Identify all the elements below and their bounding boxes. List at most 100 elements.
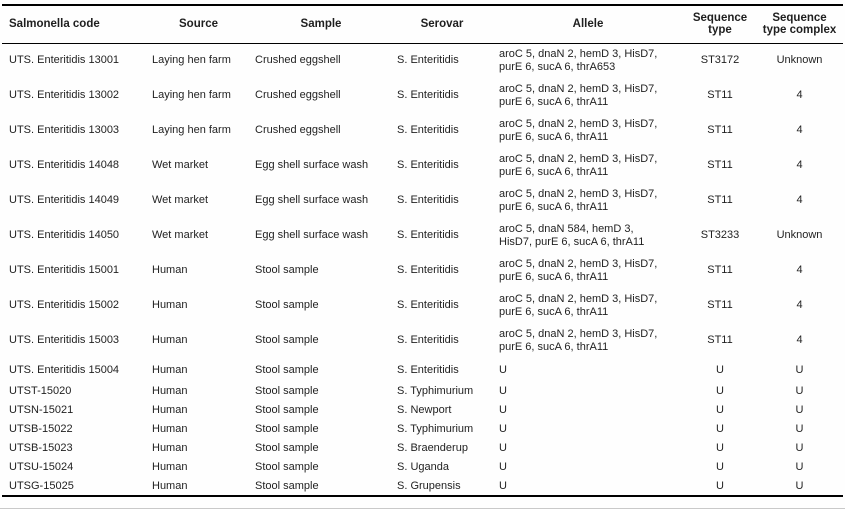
cell-allele: aroC 5, dnaN 2, hemD 3, HisD7, purE 6, s… [499, 257, 658, 283]
cell-salmonella-code: UTS. Enteritidis 15002 [9, 299, 120, 311]
cell-sample: Crushed eggshell [255, 89, 341, 101]
cell-sample: Stool sample [255, 461, 319, 473]
cell-sample: Crushed eggshell [255, 124, 341, 136]
cell-salmonella-code: UTSN-15021 [9, 404, 74, 416]
cell-sample: Stool sample [255, 385, 319, 397]
cell-sequence-type-complex: U [795, 423, 804, 435]
cell-source: Human [152, 264, 188, 276]
cell-sequence-type-complex: 4 [796, 159, 803, 171]
cell-serovar: S. Enteritidis [397, 89, 459, 101]
cell-sequence-type-complex: U [795, 385, 804, 397]
cell-sequence-type: U [716, 442, 724, 454]
cell-salmonella-code: UTS. Enteritidis 13002 [9, 89, 120, 101]
cell-salmonella-code: UTS. Enteritidis 13001 [9, 54, 120, 67]
cell-sample: Egg shell surface wash [255, 229, 369, 241]
salmonella-isolates-table: Salmonella code Source Sample Serovar Al… [2, 4, 843, 497]
cell-sequence-type-complex: Unknown [776, 229, 823, 241]
table-row: UTSB-15023 Human Stool sample S. Braenderup… [2, 439, 843, 458]
table-row: UTS. Enteritidis 14048 Wet market Egg shel… [2, 148, 843, 183]
cell-allele: aroC 5, dnaN 2, hemD 3, HisD7, purE 6, s… [499, 187, 658, 213]
table-row: UTSN-15021 Human Stool sample S. Newport U U U [2, 401, 843, 420]
cell-serovar: S. Braenderup [397, 442, 468, 454]
cell-salmonella-code: UTS. Enteritidis 15003 [9, 334, 120, 346]
header-row: Salmonella code Source Sample Serovar Al… [2, 5, 843, 44]
cell-serovar: S. Enteritidis [397, 299, 459, 311]
cell-sequence-type: U [716, 363, 724, 376]
cell-source: Laying hen farm [152, 89, 231, 101]
cell-sequence-type: ST3233 [700, 229, 740, 241]
cell-sequence-type-complex: 4 [796, 89, 803, 101]
cell-sample: Stool sample [255, 264, 319, 276]
cell-allele: aroC 5, dnaN 2, hemD 3, HisD7, purE 6, s… [499, 47, 658, 73]
cell-source: Wet market [152, 194, 209, 206]
table-row: UTSB-15022 Human Stool sample S. Typhimuriu… [2, 420, 843, 439]
table-row: UTS. Enteritidis 15003 Human Stool sample S… [2, 323, 843, 358]
table-row: UTST-15020 Human Stool sample S. Typhimuriu… [2, 382, 843, 401]
table-row: UTS. Enteritidis 14049 Wet market Egg shel… [2, 183, 843, 218]
cell-source: Human [152, 479, 188, 492]
cell-source: Human [152, 299, 188, 311]
cell-sequence-type-complex: 4 [796, 299, 803, 311]
cell-sample: Stool sample [255, 363, 319, 376]
cell-sequence-type-complex: 4 [796, 334, 803, 346]
table-row: UTS. Enteritidis 15001 Human Stool sample S… [2, 253, 843, 288]
cell-sample: Egg shell surface wash [255, 159, 369, 171]
cell-sequence-type: U [716, 385, 724, 397]
cell-salmonella-code: UTST-15020 [9, 385, 72, 397]
cell-allele: aroC 5, dnaN 2, hemD 3, HisD7, purE 6, s… [499, 152, 658, 178]
cell-source: Human [152, 461, 188, 473]
cell-salmonella-code: UTSB-15022 [9, 423, 73, 435]
cell-serovar: S. Uganda [397, 461, 449, 473]
cell-sequence-type: ST11 [707, 89, 733, 101]
cell-sample: Stool sample [255, 299, 319, 311]
cell-allele: aroC 5, dnaN 584, hemD 3, HisD7, purE 6,… [499, 222, 645, 248]
cell-source: Human [152, 385, 188, 397]
cell-sequence-type: U [716, 404, 724, 416]
cell-salmonella-code: UTS. Enteritidis 14049 [9, 194, 120, 206]
table-row: UTS. Enteritidis 15004 Human Stool sample S… [2, 358, 843, 382]
table-row: UTSU-15024 Human Stool sample S. Uganda U U U [2, 458, 843, 477]
cell-serovar: S. Grupensis [397, 479, 461, 492]
column-header-allele: Allele [492, 5, 684, 44]
cell-serovar: S. Newport [397, 404, 452, 416]
cell-sequence-type: ST11 [707, 124, 733, 136]
cell-sample: Stool sample [255, 442, 319, 454]
cell-allele: aroC 5, dnaN 2, hemD 3, HisD7, purE 6, s… [499, 292, 658, 318]
table-row: UTS. Enteritidis 13002 Laying hen farm Cru… [2, 78, 843, 113]
table-row: UTS. Enteritidis 14050 Wet market Egg shel… [2, 218, 843, 253]
cell-sequence-type-complex: 4 [796, 264, 803, 276]
cell-serovar: S. Enteritidis [397, 363, 459, 376]
cell-serovar: S. Typhimurium [397, 423, 474, 435]
cell-sequence-type: ST11 [707, 264, 733, 276]
cell-sequence-type: ST3172 [700, 54, 740, 67]
cell-sample: Stool sample [255, 404, 319, 416]
cell-source: Human [152, 423, 188, 435]
cell-allele: U [499, 363, 507, 376]
cell-sequence-type-complex: U [795, 461, 804, 473]
cell-sample: Stool sample [255, 423, 319, 435]
cell-sequence-type: ST11 [707, 299, 733, 311]
cell-salmonella-code: UTS. Enteritidis 13003 [9, 124, 120, 136]
cell-sequence-type: U [716, 461, 724, 473]
cell-serovar: S. Enteritidis [397, 54, 459, 67]
column-header-sequence-type-complex: Sequence type complex [756, 5, 843, 44]
cell-serovar: S. Enteritidis [397, 264, 459, 276]
cell-salmonella-code: UTS. Enteritidis 15004 [9, 363, 120, 376]
cell-sequence-type: ST11 [707, 334, 733, 346]
cell-source: Human [152, 363, 188, 376]
cell-serovar: S. Enteritidis [397, 124, 459, 136]
cell-source: Human [152, 442, 188, 454]
cell-allele: U [499, 404, 507, 416]
cell-source: Laying hen farm [152, 124, 231, 136]
cell-allele: U [499, 423, 507, 435]
cell-serovar: S. Enteritidis [397, 334, 459, 346]
table-body: UTS. Enteritidis 13001 Laying hen farm Cru… [2, 43, 843, 496]
cell-sequence-type: ST11 [707, 194, 733, 206]
cell-serovar: S. Enteritidis [397, 159, 459, 171]
cell-sequence-type-complex: U [795, 442, 804, 454]
cell-salmonella-code: UTS. Enteritidis 15001 [9, 264, 120, 276]
column-header-sequence-type: Sequence type [684, 5, 756, 44]
cell-sequence-type-complex: 4 [796, 124, 803, 136]
cell-salmonella-code: UTSB-15023 [9, 442, 73, 454]
